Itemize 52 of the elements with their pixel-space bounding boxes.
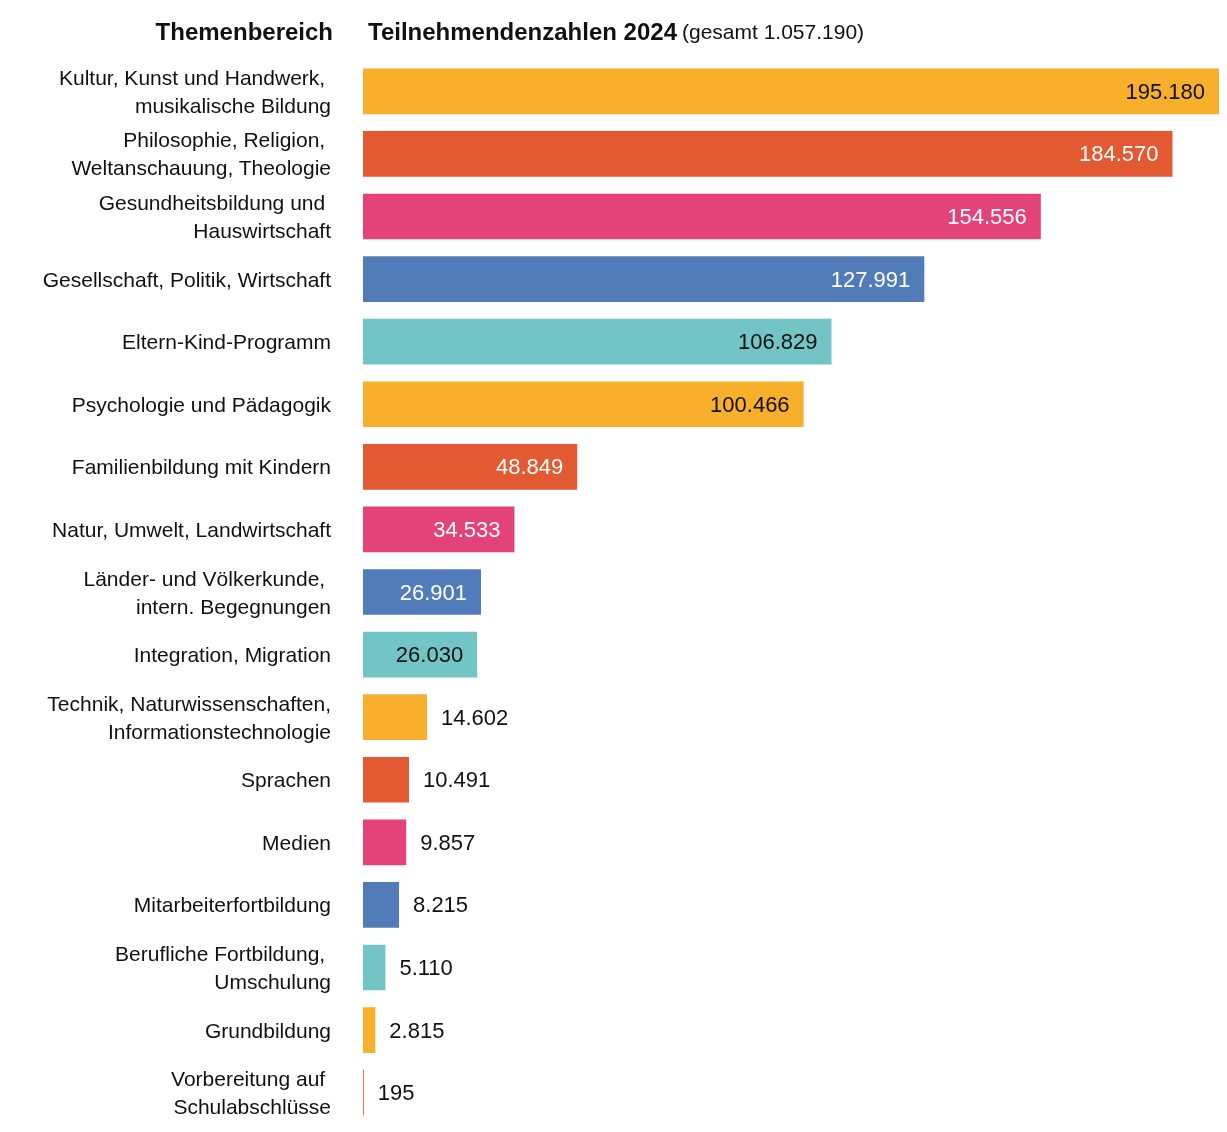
- data-label: 100.466: [710, 391, 790, 417]
- data-label: 5.110: [399, 955, 453, 981]
- y-tick-label: Gesundheitsbildung und Hauswirtschaft: [98, 190, 332, 242]
- data-label: 48.849: [495, 454, 564, 480]
- data-label: 106.829: [737, 329, 818, 355]
- bar: [363, 756, 410, 803]
- bar: [363, 256, 925, 302]
- data-label: 184.570: [1078, 141, 1159, 167]
- data-label: 154.556: [947, 203, 1027, 229]
- data-label: 195: [377, 1080, 415, 1106]
- bar: [363, 694, 428, 741]
- y-tick-label: Medien: [262, 830, 331, 854]
- bar: [363, 819, 407, 866]
- bar: [363, 381, 804, 428]
- y-tick-label: Berufliche Fortbildung, Umschulung: [115, 942, 331, 994]
- data-label: 26.901: [399, 579, 467, 605]
- bar: [363, 506, 515, 553]
- bar: [363, 68, 1219, 115]
- data-label: 26.030: [395, 642, 464, 668]
- data-label: 10.491: [423, 767, 491, 793]
- y-tick-label: Grundbildung: [204, 1018, 331, 1042]
- data-label: 195.180: [1125, 78, 1205, 104]
- y-tick-label: Natur, Umwelt, Landwirtschaft: [52, 517, 332, 541]
- y-tick-label: Gesellschaft, Politik, Wirtschaft: [42, 267, 332, 291]
- y-axis-title: Themenbereich: [155, 17, 333, 45]
- y-tick-label: Psychologie und Pädagogik: [71, 392, 332, 416]
- y-tick-label: Vorbereitung auf Schulabschlüsse: [171, 1067, 331, 1119]
- chart-subtitle: (gesamt 1.057.190): [681, 19, 865, 43]
- data-label: 127.991: [830, 266, 911, 292]
- y-tick-label: Technik, Naturwissenschaften, Informationstechnologie: [47, 691, 331, 743]
- data-label: 9.857: [420, 829, 476, 855]
- bar: [363, 1007, 376, 1053]
- bar: [363, 882, 400, 928]
- data-label: 8.215: [413, 892, 469, 918]
- y-tick-label: Familienbildung mit Kindern: [71, 455, 331, 479]
- y-tick-label: Kultur, Kunst und Handwerk, musikalische Bildung: [59, 65, 331, 117]
- y-tick-label: Sprachen: [241, 768, 331, 792]
- bar: [363, 944, 386, 991]
- y-tick-label: Integration, Migration: [133, 643, 331, 667]
- y-tick-label: Philosophie, Religion, Weltanschauung, Theologie: [71, 128, 331, 180]
- bar: [363, 193, 1041, 240]
- y-tick-label: Länder- und Völkerkunde, intern. Begegnungen: [83, 566, 331, 618]
- bar: [363, 443, 578, 490]
- chart-title: Teilnehmendenzahlen 2024: [368, 17, 678, 45]
- y-tick-label: Mitarbeiterfortbildung: [133, 893, 331, 917]
- data-label: 14.602: [441, 704, 509, 730]
- data-label: 34.533: [433, 516, 501, 542]
- data-label: 2.815: [389, 1017, 445, 1043]
- bar: [363, 569, 481, 615]
- y-tick-label: Eltern-Kind-Programm: [122, 330, 331, 354]
- bar: [363, 318, 832, 365]
- bar: [363, 131, 1173, 177]
